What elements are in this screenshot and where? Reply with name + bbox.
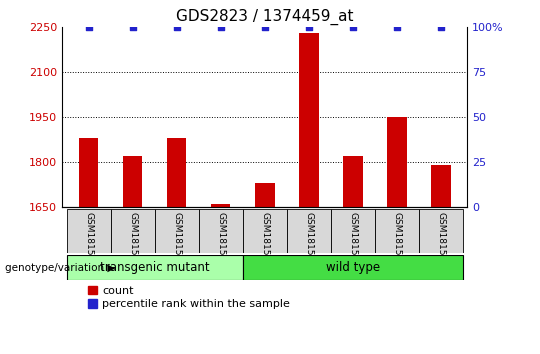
Text: GSM181538: GSM181538 [128,212,137,267]
Bar [299,33,319,207]
Bar [343,156,362,207]
Text: GSM181537: GSM181537 [84,212,93,267]
Text: GSM181540: GSM181540 [216,212,225,267]
Text: GSM181539: GSM181539 [172,212,181,267]
Bar [255,183,274,207]
Bar [79,138,98,207]
Bar [211,204,231,207]
Point [305,24,313,29]
Bar [287,209,330,253]
Text: GSM181545: GSM181545 [436,212,445,267]
Text: GSM181541: GSM181541 [260,212,269,267]
Legend: count, percentile rank within the sample: count, percentile rank within the sample [88,286,290,309]
Point [436,24,445,29]
Text: GSM181542: GSM181542 [304,212,313,267]
Text: genotype/variation ▶: genotype/variation ▶ [5,263,116,273]
Text: GSM181544: GSM181544 [392,212,401,267]
Bar [123,156,143,207]
Point [260,24,269,29]
Bar [111,209,154,253]
Text: GSM181543: GSM181543 [348,212,357,267]
Point [216,24,225,29]
Bar [387,117,407,207]
Point [172,24,181,29]
Bar [199,209,242,253]
Bar [431,165,450,207]
Point [393,24,401,29]
Bar [167,138,186,207]
Bar [242,255,463,280]
Bar [242,209,287,253]
Bar [154,209,199,253]
Bar [418,209,463,253]
Bar [375,209,418,253]
Bar [66,209,111,253]
Text: transgenic mutant: transgenic mutant [100,261,210,274]
Bar [66,255,242,280]
Bar [330,209,375,253]
Title: GDS2823 / 1374459_at: GDS2823 / 1374459_at [176,9,353,25]
Point [128,24,137,29]
Point [348,24,357,29]
Text: wild type: wild type [326,261,380,274]
Point [84,24,93,29]
